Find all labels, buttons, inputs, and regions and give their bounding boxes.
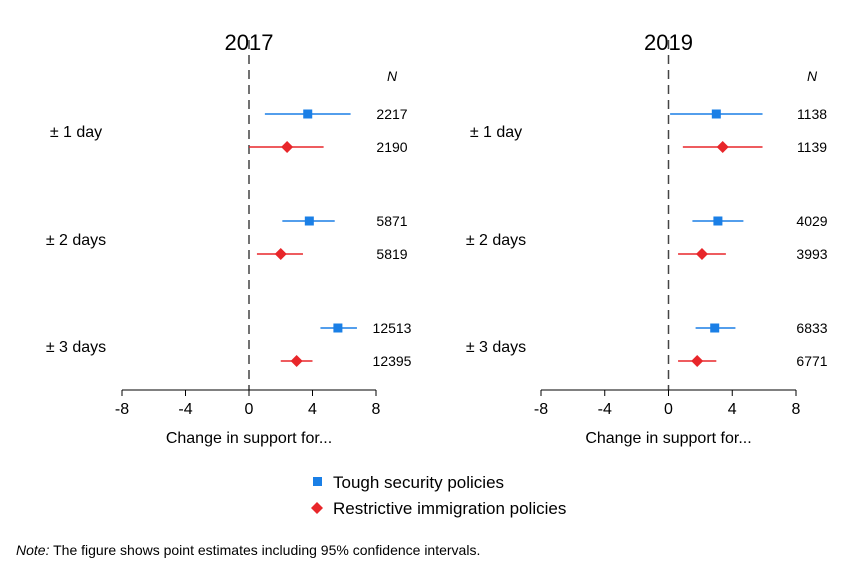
point-estimate-square [304,216,314,226]
x-tick-label: 4 [308,401,317,418]
x-tick-label: 0 [245,401,254,418]
note-text: The figure shows point estimates includi… [49,542,480,558]
point-estimate-diamond [290,355,303,367]
category-label: ± 3 days [46,339,106,356]
sample-size: 2217 [376,106,407,122]
point-estimate-diamond [716,141,729,153]
sample-size: 4029 [796,213,827,229]
legend-label: Restrictive immigration policies [333,499,566,518]
x-axis-label: Change in support for... [585,430,751,447]
sample-size: 1139 [797,139,827,155]
x-tick-label: 8 [792,401,801,418]
figure-note: Note: The figure shows point estimates i… [16,542,480,558]
n-header: N [807,68,818,84]
sample-size: 12513 [373,320,412,336]
category-label: ± 2 days [46,232,106,249]
sample-size: 2190 [376,139,407,155]
category-label: ± 3 days [466,339,526,356]
x-axis-label: Change in support for... [166,430,332,447]
x-tick-label: 8 [372,401,381,418]
legend-label: Tough security policies [333,473,504,492]
point-estimate-diamond [695,248,708,260]
point-estimate-square [333,323,343,333]
category-label: ± 1 day [470,124,522,141]
sample-size: 12395 [373,353,412,369]
legend: Tough security policies Restrictive immig… [311,473,566,518]
point-estimate-square [713,216,723,226]
category-label: ± 2 days [466,232,526,249]
point-estimate-diamond [274,248,287,260]
legend-diamond-icon [311,502,323,514]
sample-size: 5871 [376,213,407,229]
sample-size: 5819 [376,246,407,262]
x-tick-label: -4 [178,401,192,418]
legend-square-icon [313,477,322,486]
n-header: N [387,68,398,84]
x-tick-label: 4 [728,401,737,418]
point-estimate-square [303,109,313,119]
point-estimate-square [711,109,721,119]
x-tick-label: -4 [598,401,612,418]
note-prefix: Note: [16,542,50,558]
x-tick-label: 0 [664,401,673,418]
sample-size: 6771 [796,353,827,369]
x-tick-label: -8 [115,401,129,418]
x-tick-label: -8 [534,401,548,418]
sample-size: 6833 [796,320,827,336]
point-estimate-diamond [281,141,294,153]
point-estimate-square [710,323,720,333]
point-estimate-diamond [691,355,704,367]
sample-size: 3993 [796,246,827,262]
category-label: ± 1 day [50,124,102,141]
sample-size: 1138 [797,106,827,122]
